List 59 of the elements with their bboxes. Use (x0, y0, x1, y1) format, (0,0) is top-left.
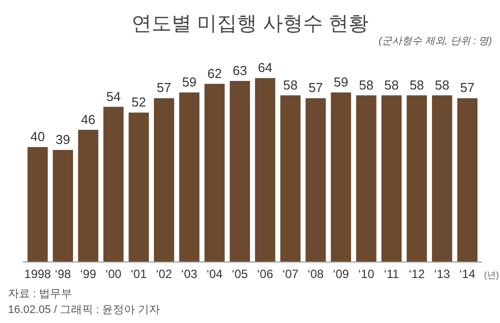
data-label: 58 (434, 77, 450, 92)
chart-title: 연도별 미집행 사형수 현황 (132, 13, 368, 35)
x-tick-label: ‘99 (80, 267, 97, 281)
data-label: 58 (410, 77, 424, 92)
data-label: 57 (308, 80, 323, 96)
bar (457, 98, 478, 262)
x-tick-label: ‘08 (308, 267, 324, 281)
text: 자료 : 법무부 (8, 288, 72, 300)
x-tick-label: 1998 (24, 267, 52, 281)
x-tick-label: ‘07 (282, 267, 299, 281)
x-tick-label: ‘03 (181, 267, 198, 281)
x-axis-title: (년) (484, 270, 499, 280)
bar (381, 95, 402, 262)
bar (78, 130, 98, 262)
data-label: 40 (30, 129, 45, 144)
x-tick-label: ‘09 (332, 267, 350, 281)
x-tick-label: ‘14 (459, 267, 476, 281)
data-label: 59 (182, 74, 197, 90)
bar (204, 84, 225, 262)
data-label: 57 (156, 80, 172, 96)
x-tick-label: ‘00 (105, 267, 122, 281)
data-label: 58 (359, 77, 374, 92)
x-tick-label: ‘04 (206, 267, 223, 281)
bar (179, 92, 200, 262)
bar (128, 112, 149, 262)
data-label: 58 (283, 77, 298, 92)
data-label: 59 (334, 74, 348, 90)
x-tick-label: ‘12 (408, 267, 426, 281)
bar (230, 80, 250, 262)
x-tick-label: ‘05 (232, 267, 248, 281)
x-tick-label: ‘01 (130, 267, 148, 281)
data-label: 63 (232, 62, 248, 78)
x-tick-label: ‘10 (358, 267, 375, 281)
bar (356, 95, 376, 262)
bar (103, 106, 124, 262)
data-label: 57 (460, 80, 475, 96)
bar (255, 78, 276, 262)
x-tick-label: ‘98 (54, 267, 72, 281)
bar (154, 98, 174, 262)
data-label: 54 (106, 88, 121, 104)
data-label: 64 (258, 60, 272, 76)
bar (280, 95, 301, 262)
x-tick-label: ‘13 (434, 267, 450, 281)
bar (406, 95, 427, 262)
x-tick-label: ‘02 (156, 267, 172, 281)
data-label: 58 (384, 77, 399, 92)
bar (28, 147, 48, 262)
x-tick-label: ‘06 (257, 267, 274, 281)
data-label: 46 (80, 112, 96, 127)
bar (306, 98, 326, 262)
bar (52, 150, 74, 262)
bar (330, 92, 352, 262)
text: 16.02.05 / 그래픽 : 윤정아 기자 (8, 304, 160, 316)
x-tick-label: ‘11 (384, 267, 400, 281)
data-label: 52 (132, 94, 146, 110)
data-label: 62 (207, 66, 222, 81)
chart-subtitle: (군사형수 제외, 단위 : 명) (378, 36, 492, 47)
data-label: 39 (56, 132, 70, 147)
bar (432, 95, 452, 262)
